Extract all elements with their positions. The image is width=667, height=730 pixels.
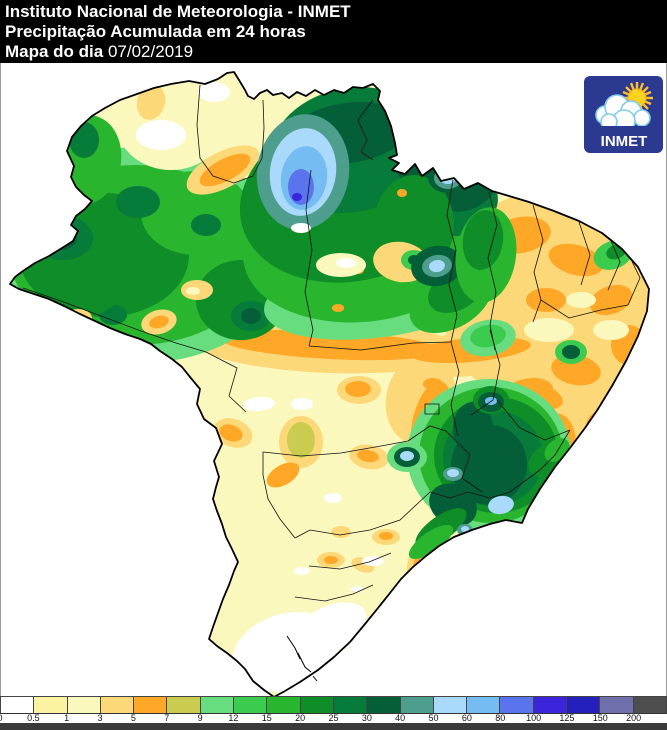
legend-tick-label: 20 [295,714,306,723]
legend-tick-label: 1 [64,714,70,723]
legend-cells [0,696,667,714]
legend-tick-label: 150 [592,714,608,723]
inmet-logo: INMET [584,76,663,153]
cloud-sun-icon: INMET [595,82,653,150]
legend-tick-label: 15 [261,714,272,723]
legend-cell [1,697,35,713]
brazil-map-svg [9,71,650,696]
legend-tick-label: 200 [626,714,642,723]
legend-cell [633,697,666,713]
legend-tick-label: 100 [526,714,542,723]
logo-text: INMET [601,133,648,150]
map-date-label: Mapa do dia [5,42,104,61]
legend-tick-label: 25 [328,714,339,723]
legend-tick-label: 7 [164,714,170,723]
legend-cell [600,697,634,713]
legend-cell [200,697,235,713]
legend-cell [433,697,468,713]
legend-cell [167,697,201,713]
legend-tick-label: 5 [130,714,136,723]
legend-cell [100,697,135,713]
title-line-2: Precipitação Acumulada em 24 horas [5,22,306,41]
legend-cell [333,697,368,713]
legend-tick-label: 125 [559,714,575,723]
legend-tick-label: 0.5 [27,714,40,723]
legend-cell [300,697,334,713]
legend-tick-label: 30 [361,714,372,723]
precipitation-legend: 0 0.5 1 3 5 7 9 12 15 20 25 30 40 50 60 80 100 125 150 200 [0,696,667,723]
legend-cell [533,697,568,713]
legend-tick-label: 0 [0,714,11,723]
legend-cell [367,697,401,713]
legend-cell [234,697,268,713]
header-banner: Instituto Nacional de Meteorologia - INM… [0,0,667,63]
legend-tick-label: 60 [461,714,472,723]
legend-tick-label: 9 [197,714,203,723]
legend-cell [267,697,301,713]
legend-tick-label: 40 [395,714,406,723]
legend-ticks: 0 0.5 1 3 5 7 9 12 15 20 25 30 40 50 60 80 100 125 150 200 [0,714,667,723]
legend-cell [34,697,68,713]
legend-cell [567,697,601,713]
bottom-strip [0,723,667,730]
map-date-value: 07/02/2019 [107,42,194,61]
legend-cell [400,697,434,713]
legend-cell [467,697,501,713]
legend-tick-label: 50 [428,714,439,723]
legend-tick-label: 80 [495,714,506,723]
legend-cell [134,697,168,713]
title-line-1: Instituto Nacional de Meteorologia - INM… [5,2,351,21]
map-area [0,63,667,696]
legend-tick-label: 12 [228,714,239,723]
legend-cell [500,697,534,713]
legend-tick-label: 3 [97,714,103,723]
title-line-3: Mapa do dia 07/02/2019 [0,42,667,62]
legend-cell [67,697,101,713]
